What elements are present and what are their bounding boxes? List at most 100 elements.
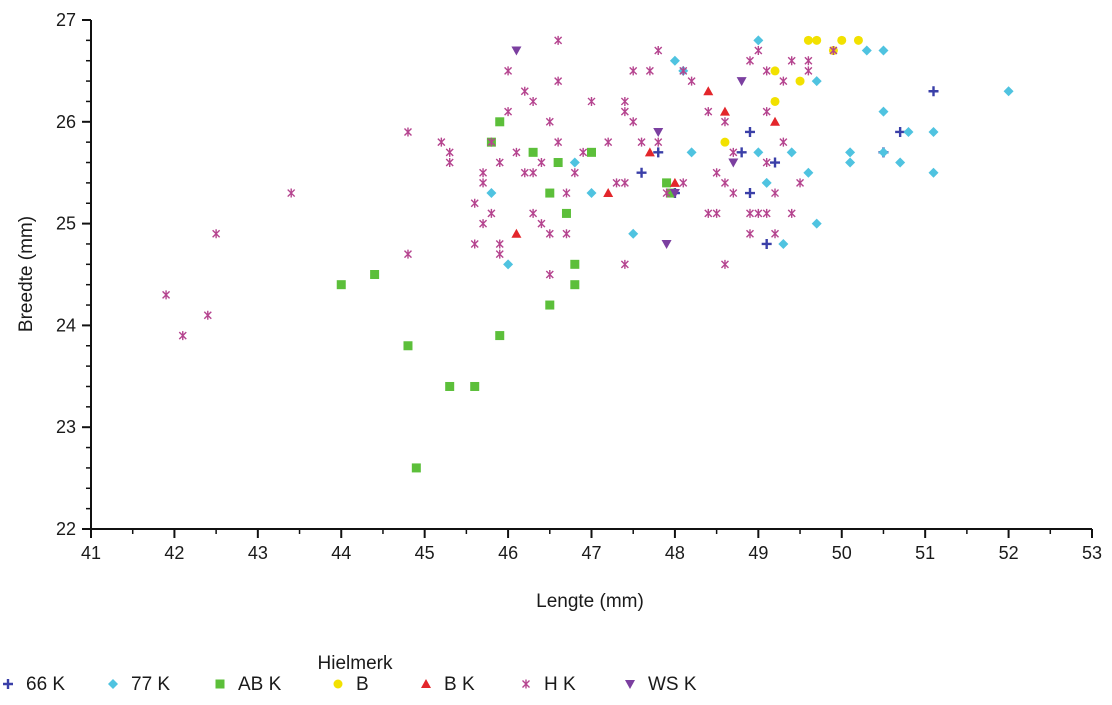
data-point — [537, 219, 546, 229]
data-point — [403, 127, 412, 137]
data-point — [587, 96, 596, 106]
data-point — [661, 239, 672, 249]
y-axis-title: Breedte (mm) — [16, 216, 37, 332]
legend-marker — [625, 680, 635, 689]
x-axis-title: Lengte (mm) — [536, 591, 644, 612]
data-point — [878, 147, 889, 158]
legend-label: 77 K — [131, 674, 170, 695]
legend-label: B — [356, 674, 369, 695]
data-point — [744, 126, 755, 137]
legend-marker — [215, 679, 225, 689]
data-point — [178, 331, 187, 341]
data-point — [845, 147, 856, 158]
data-point — [487, 137, 496, 147]
data-point — [762, 66, 771, 76]
data-point — [703, 86, 714, 96]
x-tick-label: 49 — [748, 543, 768, 563]
x-tick-label: 43 — [248, 543, 268, 563]
data-point — [679, 178, 688, 188]
data-point — [729, 147, 738, 157]
x-tick-label: 47 — [581, 543, 601, 563]
legend-label: 66 K — [26, 674, 65, 695]
y-tick-label: 24 — [56, 315, 76, 335]
data-point — [878, 45, 889, 56]
data-point — [562, 188, 571, 198]
series-h-k — [162, 35, 838, 341]
y-tick-label: 22 — [56, 519, 76, 539]
data-point — [895, 157, 906, 168]
data-point — [511, 228, 522, 238]
data-point — [770, 96, 780, 106]
data-point — [804, 66, 813, 76]
data-point — [736, 147, 747, 158]
data-point — [554, 76, 563, 86]
data-point — [662, 178, 672, 188]
legend-label: H K — [544, 674, 576, 695]
legend-item: H K — [522, 674, 576, 695]
data-point — [853, 35, 863, 45]
data-point — [745, 229, 754, 239]
data-point — [561, 208, 571, 218]
data-point — [529, 96, 538, 106]
data-point — [687, 76, 696, 86]
data-point — [620, 178, 629, 188]
x-tick-label: 48 — [665, 543, 685, 563]
data-point — [628, 228, 639, 239]
data-point — [512, 147, 521, 157]
data-point — [787, 56, 796, 66]
data-point — [895, 126, 906, 137]
data-point — [445, 381, 455, 391]
data-point — [778, 238, 789, 249]
legend-marker — [333, 679, 343, 689]
data-point — [520, 86, 529, 96]
data-point — [704, 107, 713, 117]
legend: Hielmerk 66 K 77 K AB K B B K H K WS K — [3, 653, 697, 695]
data-point — [861, 45, 872, 56]
data-point — [837, 35, 847, 45]
data-point — [479, 219, 488, 229]
data-point — [770, 66, 780, 76]
x-tick-label: 51 — [915, 543, 935, 563]
data-point — [403, 249, 412, 259]
data-point — [644, 147, 655, 157]
legend-item: WS K — [625, 674, 697, 695]
legend-marker — [522, 679, 530, 689]
data-point — [486, 188, 497, 199]
series-66-k — [636, 86, 939, 249]
data-point — [779, 76, 788, 86]
data-point — [720, 117, 729, 127]
legend-label: B K — [444, 674, 475, 695]
data-point — [470, 239, 479, 249]
data-point — [787, 208, 796, 218]
data-point — [761, 177, 772, 188]
data-point — [903, 126, 914, 137]
data-point — [720, 178, 729, 188]
data-point — [336, 280, 346, 290]
data-point — [545, 117, 554, 127]
data-point — [811, 76, 822, 87]
data-point — [720, 259, 729, 269]
x-tick-label: 53 — [1082, 543, 1102, 563]
legend-marker — [3, 679, 13, 689]
data-point — [928, 86, 939, 97]
data-point — [803, 35, 813, 45]
data-point — [287, 188, 296, 198]
data-point — [928, 167, 939, 178]
data-point — [537, 158, 546, 168]
data-point — [771, 229, 780, 239]
data-point — [520, 168, 529, 178]
ticks: 41 42 43 44 45 46 47 48 49 50 51 52 53 22 23 24 25 26 27 — [56, 10, 1102, 563]
data-point — [845, 157, 856, 168]
data-point — [712, 168, 721, 178]
data-point — [579, 147, 588, 157]
data-point — [754, 46, 763, 56]
data-point — [495, 249, 504, 259]
data-point — [470, 198, 479, 208]
legend-item: 77 K — [108, 674, 170, 695]
data-point — [528, 147, 538, 157]
data-point — [720, 137, 730, 147]
data-point — [796, 178, 805, 188]
data-point — [662, 188, 671, 198]
legend-items: 66 K 77 K AB K B B K H K WS K — [3, 674, 697, 695]
data-point — [411, 463, 421, 473]
